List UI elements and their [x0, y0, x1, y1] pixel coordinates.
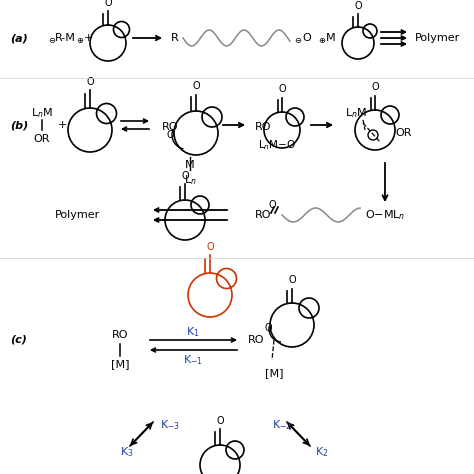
Text: RO: RO [248, 335, 264, 345]
Text: OR: OR [395, 128, 411, 138]
Text: (a): (a) [10, 33, 28, 43]
Text: (b): (b) [10, 120, 28, 130]
Text: O: O [268, 200, 276, 210]
Text: K$_{-2}$: K$_{-2}$ [272, 418, 292, 432]
Text: O: O [86, 77, 94, 87]
Text: +: + [57, 120, 67, 130]
Text: $\ominus$: $\ominus$ [48, 36, 56, 45]
Text: RO: RO [255, 122, 272, 132]
Text: L$_n$M: L$_n$M [31, 106, 53, 120]
Text: O: O [354, 1, 362, 11]
Text: $\oplus$: $\oplus$ [76, 36, 84, 45]
Text: RO: RO [255, 210, 272, 220]
Text: L$_n$: L$_n$ [183, 173, 196, 187]
Text: O: O [104, 0, 112, 8]
Text: Polymer: Polymer [415, 33, 460, 43]
Text: O: O [166, 130, 174, 140]
Text: O: O [264, 323, 272, 333]
Text: $\oplus$: $\oplus$ [318, 36, 326, 45]
Text: R: R [171, 33, 179, 43]
Text: [M]: [M] [111, 359, 129, 369]
Text: O: O [181, 171, 189, 181]
Text: K$_{-1}$: K$_{-1}$ [183, 353, 203, 367]
Text: O: O [192, 81, 200, 91]
Text: RO: RO [162, 122, 179, 132]
Text: K$_{-3}$: K$_{-3}$ [160, 418, 180, 432]
Text: O: O [302, 33, 311, 43]
Text: +: + [83, 33, 93, 43]
Text: O: O [216, 416, 224, 426]
Text: M: M [185, 160, 195, 170]
Text: O: O [371, 82, 379, 92]
Text: L$_n$M$-$O: L$_n$M$-$O [258, 138, 296, 152]
Text: $\ominus$: $\ominus$ [294, 36, 302, 45]
Text: Polymer: Polymer [55, 210, 100, 220]
Text: R-M: R-M [55, 33, 75, 43]
Text: O$-$ML$_n$: O$-$ML$_n$ [365, 208, 405, 222]
Text: K$_2$: K$_2$ [315, 445, 328, 459]
Text: OR: OR [34, 134, 50, 144]
Text: O: O [206, 242, 214, 252]
Text: L$_n$M: L$_n$M [345, 106, 367, 120]
Text: RO: RO [112, 330, 128, 340]
Text: K$_3$: K$_3$ [120, 445, 134, 459]
Text: K$_1$: K$_1$ [186, 325, 200, 339]
Text: [M]: [M] [265, 368, 283, 378]
Text: M: M [326, 33, 336, 43]
Text: (c): (c) [10, 335, 27, 345]
Text: O: O [278, 84, 286, 94]
Text: O: O [288, 275, 296, 285]
